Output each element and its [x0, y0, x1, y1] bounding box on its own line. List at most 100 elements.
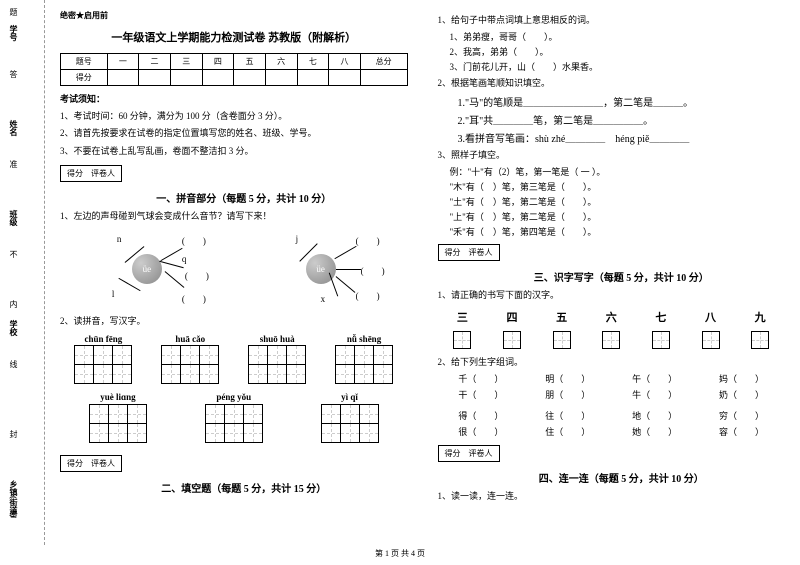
py-5: yuè liɑng: [89, 392, 146, 402]
s2-q1-2: 2、我高，弟弟（ ）。: [438, 45, 786, 58]
exam-notice-header: 考试须知：: [60, 92, 408, 105]
hint-da: 答: [8, 70, 19, 78]
wg-1-0: 干（ ）: [458, 388, 503, 401]
s3-q1: 1、请正确的书写下面的汉字。: [438, 288, 786, 302]
s2-q2: 2、根据笔画笔顺知识填空。: [438, 76, 786, 90]
page-footer: 第 1 页 共 4 页: [0, 545, 800, 562]
py-3: shuō huà: [249, 334, 306, 344]
s2-q1: 1、给句子中带点词填上意思相反的词。: [438, 13, 786, 27]
wg-1-1: 朋（ ）: [545, 388, 590, 401]
ch-0: 三: [457, 309, 468, 325]
s2-q3-2: "土"有（ ）笔，第二笔是（ ）。: [438, 195, 786, 208]
th-1: 一: [107, 54, 139, 70]
ray-p1: ( ): [182, 234, 206, 247]
label-banji: 班级: [8, 210, 19, 226]
section2-title: 二、填空题（每题 5 分，共计 15 分）: [60, 480, 408, 495]
th-0: 题号: [61, 54, 108, 70]
score-value-row: 得分: [61, 70, 408, 86]
section1-title: 一、拼音部分（每题 5 分，共计 10 分）: [60, 190, 408, 205]
ray-rp1: ( ): [356, 234, 380, 247]
confidential-label: 绝密★启用前: [60, 10, 408, 21]
label-xingming: 姓名: [8, 120, 19, 136]
th-9: 总分: [360, 54, 407, 70]
py-1: chūn fēng: [75, 334, 132, 344]
ray-p3: ( ): [182, 292, 206, 305]
ray-x: x: [321, 294, 326, 304]
hint-xian: 线: [8, 360, 19, 368]
circle-left-center: üe: [132, 254, 162, 284]
label-xuexiao: 学校: [8, 320, 19, 336]
score-header-row: 题号 一 二 三 四 五 六 七 八 总分: [61, 54, 408, 70]
s2-q3-4: "禾"有（ ）笔，第四笔是（ ）。: [438, 225, 786, 238]
notice-2: 2、请首先按要求在试卷的指定位置填写您的姓名、班级、学号。: [60, 126, 408, 140]
s1-q1: 1、左边的声母碰到气球会变成什么音节？请写下来！: [60, 209, 408, 223]
py-2: huā cǎo: [162, 334, 219, 344]
ch-3: 六: [606, 309, 617, 325]
wg-3: 很（ ） 住（ ） 她（ ） 容（ ）: [438, 425, 786, 438]
ray-p2: ( ): [185, 269, 209, 282]
score-box-4: 得分 评卷人: [438, 445, 500, 462]
ch-5: 八: [705, 309, 716, 325]
ch-6: 九: [755, 309, 766, 325]
hint-mi: 密: [8, 510, 19, 518]
py-6: péng yǒu: [205, 392, 262, 402]
ray-q: q: [182, 254, 187, 264]
s2-q3-ex: 例："十"有（2）笔，第一笔是（ 一 ）。: [438, 165, 786, 178]
th-3: 三: [170, 54, 202, 70]
label-xuehao: 学号: [8, 25, 19, 41]
notice-3: 3、不要在试卷上乱写乱画，卷面不整洁扣 3 分。: [60, 144, 408, 158]
exam-title: 一年级语文上学期能力检测试卷 苏教版（附解析）: [60, 29, 408, 45]
hint-nei: 内: [8, 300, 19, 308]
ray-j: j: [296, 234, 299, 244]
wg-0-0: 千（ ）: [458, 372, 503, 385]
left-column: 绝密★启用前 一年级语文上学期能力检测试卷 苏教版（附解析） 题号 一 二 三 …: [45, 0, 423, 545]
wg-2: 得（ ） 往（ ） 地（ ） 穷（ ）: [438, 409, 786, 422]
wg-3-3: 容（ ）: [719, 425, 764, 438]
s2-q3-1: "木"有（ ）笔，第三笔是（ ）。: [438, 180, 786, 193]
exam-sidebar: 题 学号 答 姓名 准 班级 不 内 学校 线 封 乡镇(街道) 密: [0, 0, 45, 545]
th-4: 四: [202, 54, 234, 70]
pinyin-row-2: yuè liɑng péng yǒu yì qǐ: [60, 392, 408, 445]
wg-2-0: 得（ ）: [458, 409, 503, 422]
right-column: 1、给句子中带点词填上意思相反的词。 1、弟弟瘦，哥哥（ ）。 2、我高，弟弟（…: [423, 0, 800, 545]
hint-bu: 不: [8, 250, 19, 258]
s2-q2-3: 3.看拼音写笔画：shù zhé＿＿＿＿ héng piě＿＿＿＿: [438, 130, 786, 145]
wg-2-2: 地（ ）: [632, 409, 677, 422]
wg-0-2: 午（ ）: [632, 372, 677, 385]
wg-1: 干（ ） 朋（ ） 牛（ ） 奶（ ）: [438, 388, 786, 401]
wg-1-2: 牛（ ）: [632, 388, 677, 401]
s3-q2: 2、给下列生字组词。: [438, 355, 786, 369]
wg-2-3: 穷（ ）: [719, 409, 764, 422]
ch-2: 五: [556, 309, 567, 325]
section4-title: 四、连一连（每题 5 分，共计 10 分）: [438, 470, 786, 485]
ray-n: n: [117, 234, 122, 244]
s1-q2: 2、读拼音，写汉字。: [60, 314, 408, 328]
score-box-2: 得分 评卷人: [60, 455, 122, 472]
notice-1: 1、考试时间：60 分钟，满分为 100 分（含卷面分 3 分）。: [60, 109, 408, 123]
wg-1-3: 奶（ ）: [719, 388, 764, 401]
s2-q3: 3、照样子填空。: [438, 148, 786, 162]
th-8: 八: [329, 54, 361, 70]
th-6: 六: [265, 54, 297, 70]
wg-2-1: 往（ ）: [545, 409, 590, 422]
th-5: 五: [234, 54, 266, 70]
py-4: nǚ shēng: [336, 334, 393, 344]
s2-q3-3: "上"有（ ）笔，第二笔是（ ）。: [438, 210, 786, 223]
row2-label: 得分: [61, 70, 108, 86]
main-content: 绝密★启用前 一年级语文上学期能力检测试卷 苏教版（附解析） 题号 一 二 三 …: [45, 0, 800, 545]
char-display: 三 四 五 六 七 八 九: [438, 309, 786, 325]
wg-0-3: 妈（ ）: [719, 372, 764, 385]
wg-0-1: 明（ ）: [545, 372, 590, 385]
ch-1: 四: [506, 309, 517, 325]
wg-3-0: 很（ ）: [458, 425, 503, 438]
wg-3-2: 她（ ）: [632, 425, 677, 438]
hint-zhun: 准: [8, 160, 19, 168]
circle-right: üe j x ( ) ( ) ( ): [261, 234, 381, 304]
score-box-3: 得分 评卷人: [438, 244, 500, 261]
ch-4: 七: [655, 309, 666, 325]
s2-q2-2: 2."耳"共＿＿＿＿笔，第二笔是＿＿＿＿＿。: [438, 112, 786, 127]
th-2: 二: [139, 54, 171, 70]
pinyin-row-1: chūn fēng huā cǎo shuō huà nǚ shēng: [60, 334, 408, 387]
char-grid-row: [438, 331, 786, 349]
score-box-1: 得分 评卷人: [60, 165, 122, 182]
